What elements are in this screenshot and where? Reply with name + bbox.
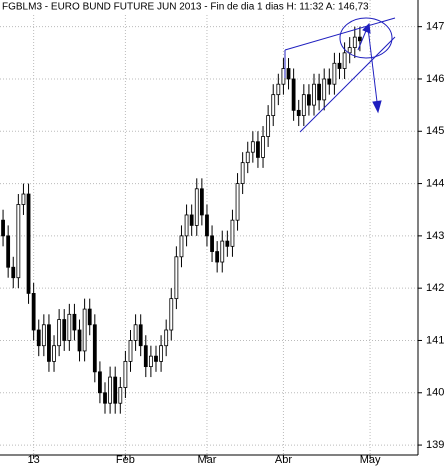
candle-body <box>6 235 11 268</box>
y-tick-label: 147 <box>426 21 444 33</box>
candle-body <box>26 193 31 294</box>
candle-body <box>92 324 97 373</box>
candle-body <box>256 141 260 158</box>
candle-body <box>36 329 41 347</box>
candle-body <box>220 240 225 263</box>
candle-body <box>159 345 163 362</box>
candle-body <box>138 324 143 347</box>
candle-body <box>148 355 153 368</box>
candle-body <box>123 360 128 388</box>
candle-body <box>352 36 357 48</box>
candle-body <box>235 183 240 221</box>
y-tick-label: 142 <box>426 282 444 294</box>
highlight-ellipse <box>339 17 393 59</box>
drawing-annotations <box>284 17 396 133</box>
candle-body <box>164 329 169 347</box>
candle-body <box>179 235 184 258</box>
candle-body <box>21 193 26 205</box>
candle-body <box>41 324 46 347</box>
candle-body <box>322 78 327 101</box>
candle-body <box>103 392 107 404</box>
candle-body <box>31 292 36 331</box>
candle-body <box>154 355 158 362</box>
candle-body <box>77 329 82 352</box>
plot-area <box>0 0 418 455</box>
candle-body <box>271 94 276 116</box>
candle-body <box>210 235 214 252</box>
candle-body <box>230 219 235 247</box>
y-tick-label: 141 <box>426 334 444 346</box>
candle-body <box>133 324 138 341</box>
candle-body <box>199 188 204 216</box>
y-tick-label: 145 <box>426 125 444 137</box>
candle-body <box>169 298 174 331</box>
candle-body <box>108 376 113 404</box>
candle-body <box>347 47 352 54</box>
candle-body <box>286 68 291 80</box>
candle-body <box>16 204 21 279</box>
x-tick-label: 13 <box>28 454 40 466</box>
candle-body <box>245 151 250 164</box>
candle-body <box>296 109 301 116</box>
candle-body <box>47 324 51 362</box>
title-background <box>0 0 308 13</box>
candle-body <box>184 214 189 237</box>
candle-body <box>357 36 362 42</box>
x-tick-label: Feb <box>116 454 135 466</box>
candle-body <box>72 313 77 331</box>
candle-body <box>98 371 102 394</box>
candle-body <box>113 376 118 404</box>
candle-body <box>332 62 337 85</box>
candle-body <box>240 162 245 184</box>
candle-body <box>261 136 265 158</box>
x-tick-label: May <box>360 454 381 466</box>
candle-body <box>281 68 286 85</box>
trend-line <box>299 36 396 133</box>
arrow-head <box>372 100 382 114</box>
candle-body <box>291 78 296 111</box>
candle-body <box>194 188 199 226</box>
candle-body <box>174 256 179 300</box>
candle-body <box>57 319 62 347</box>
y-tick-label: 140 <box>426 387 444 399</box>
candle-body <box>118 387 123 404</box>
y-tick-label: 146 <box>426 73 444 85</box>
y-tick-label: 143 <box>426 230 444 242</box>
candle-body <box>62 319 67 341</box>
x-tick-label: Mar <box>197 454 216 466</box>
candle-body <box>11 266 16 279</box>
candle-body <box>128 340 133 362</box>
arrow-head <box>362 22 371 34</box>
candle-body <box>87 308 92 326</box>
x-tick-label: Abr <box>275 454 292 466</box>
arrow <box>367 27 379 111</box>
candle-body <box>82 308 87 352</box>
candle-body <box>301 94 306 116</box>
candle-body <box>337 62 342 69</box>
chart-title: FGBLM3 - EURO BUND FUTURE JUN 2013 - Fin… <box>2 2 369 13</box>
candle-body <box>317 83 322 101</box>
candle-body <box>250 141 255 153</box>
candle-body <box>342 52 347 69</box>
candle-body <box>225 240 230 247</box>
candle-body <box>1 219 5 237</box>
candle-body <box>312 83 316 106</box>
candle-body <box>52 345 56 362</box>
candle-body <box>205 214 209 237</box>
candle-body <box>327 78 332 85</box>
candle-body <box>143 345 148 368</box>
candle-body <box>276 83 281 96</box>
candle-body <box>307 94 311 106</box>
candle-body <box>67 313 72 341</box>
candle-body <box>266 115 271 137</box>
y-tick-label: 139 <box>426 439 444 451</box>
candle-body <box>189 214 194 226</box>
candle-body <box>215 251 220 263</box>
y-tick-label: 144 <box>426 177 444 189</box>
